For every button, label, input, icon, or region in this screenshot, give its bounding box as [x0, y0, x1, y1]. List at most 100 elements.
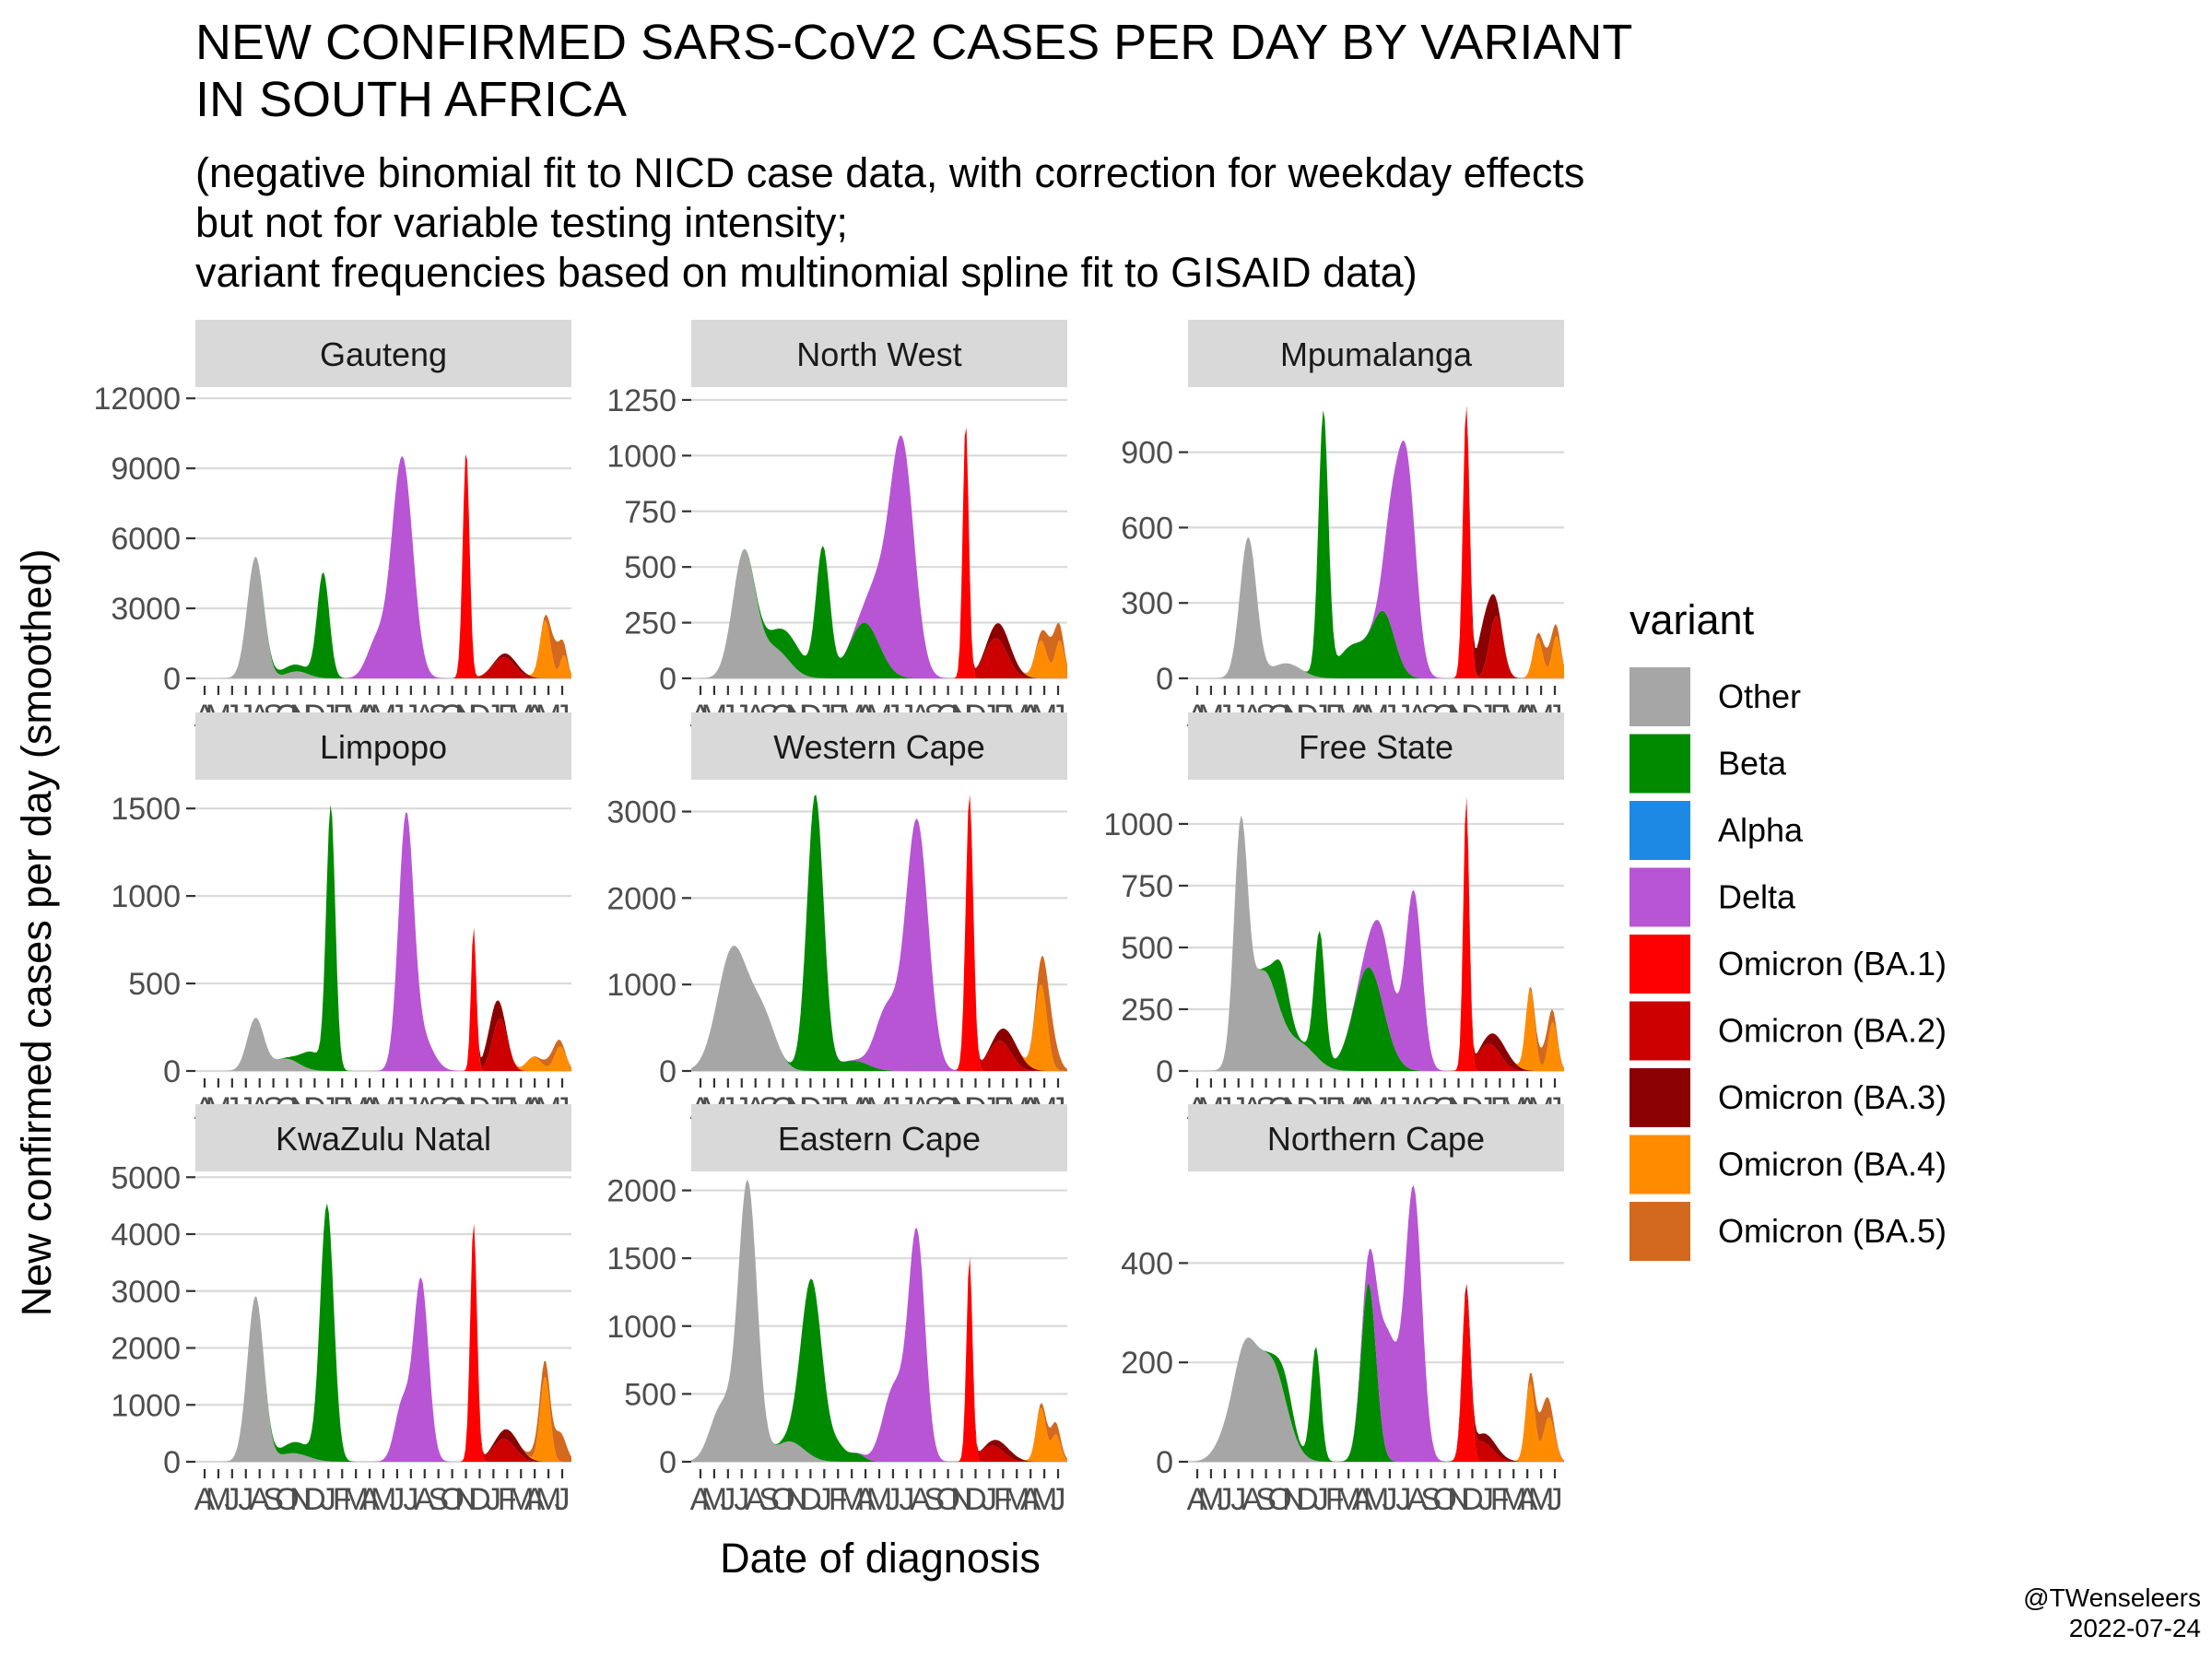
x-tick-label: J	[982, 1482, 997, 1517]
x-tick-label: M	[1004, 1482, 1030, 1517]
facet-panel: Eastern Cape0500100015002000AMJJASONDJFM…	[606, 1104, 1067, 1517]
x-tick-label: S	[1420, 1482, 1441, 1517]
x-tick-label: J	[899, 1482, 914, 1517]
area-beta	[1188, 816, 1564, 1071]
y-tick-label: 1000	[1103, 807, 1173, 842]
area-beta	[691, 546, 1067, 678]
x-tick-label: D	[303, 1482, 326, 1517]
y-tick-label: 250	[1121, 993, 1173, 1028]
y-tick-label: 750	[1121, 869, 1173, 904]
legend-key	[1630, 734, 1690, 794]
area-beta	[1188, 1283, 1564, 1462]
y-tick-label: 500	[624, 550, 677, 585]
facet-strip	[691, 320, 1067, 387]
y-tick-label: 1000	[606, 968, 677, 1003]
x-tick-label: J	[1547, 1482, 1563, 1517]
chart-subtitle: (negative binomial fit to NICD case data…	[195, 149, 1584, 296]
x-tick-label: O	[1432, 1482, 1456, 1517]
x-tick-label: F	[1325, 1482, 1345, 1517]
facet-strip-label: North West	[796, 335, 961, 373]
x-tick-label: J	[555, 1482, 571, 1517]
x-tick-label: A	[745, 1482, 766, 1517]
area-beta	[1188, 410, 1564, 678]
y-tick-label: 2000	[606, 1174, 677, 1209]
y-tick-label: 12000	[93, 382, 181, 417]
legend-key	[1630, 867, 1690, 927]
facet-strip-label: Eastern Cape	[778, 1120, 981, 1158]
x-tick-label: A	[1020, 1482, 1041, 1517]
y-tick-label: 4000	[111, 1218, 181, 1253]
facet-panel: Northern Cape0200400AMJJASONDJFMAMJJASON…	[1121, 1104, 1564, 1517]
legend-key	[1630, 1135, 1690, 1194]
x-tick-label: J	[1395, 1482, 1411, 1517]
x-tick-label: N	[454, 1482, 477, 1517]
y-tick-label: 3000	[606, 795, 677, 830]
facet-strip-label: Western Cape	[773, 728, 984, 766]
x-tick-label: F	[829, 1482, 848, 1517]
facet-panels: Gauteng030006000900012000AMJJASONDJFMAMJ…	[93, 320, 1564, 1517]
y-tick-label: 250	[624, 606, 677, 641]
area-ba1	[1188, 801, 1564, 1071]
x-tick-label: A	[1517, 1482, 1538, 1517]
caption-line: @TWenseleers	[2023, 1583, 2201, 1612]
y-tick-label: 0	[163, 662, 181, 697]
legend-label: Delta	[1718, 878, 1796, 916]
y-tick-label: 500	[1121, 931, 1173, 966]
area-ba1	[195, 1203, 571, 1462]
x-tick-label: O	[275, 1482, 299, 1517]
facet-panel: Mpumalanga0300600900AMJJASONDJFMAMJJASON…	[1121, 320, 1564, 734]
facet-strip-label: Free State	[1299, 728, 1453, 766]
facet-strip-label: Limpopo	[320, 728, 447, 766]
x-tick-label: M	[1031, 1482, 1057, 1517]
x-tick-label: J	[1217, 1482, 1232, 1517]
legend-label: Beta	[1718, 745, 1787, 782]
y-tick-label: 2000	[606, 881, 677, 916]
area-ba1	[1188, 408, 1564, 678]
x-tick-label: S	[263, 1482, 284, 1517]
facet-strip	[1188, 320, 1564, 387]
y-tick-label: 1500	[606, 1241, 677, 1277]
x-tick-label: F	[1490, 1482, 1510, 1517]
x-tick-label: J	[1478, 1482, 1494, 1517]
x-tick-label: O	[440, 1482, 464, 1517]
x-tick-label: A	[1187, 1482, 1208, 1517]
subtitle-line: but not for variable testing intensity;	[195, 199, 848, 246]
area-other	[1188, 1337, 1564, 1462]
y-tick-label: 1000	[111, 1388, 181, 1423]
x-tick-label: M	[535, 1482, 561, 1517]
legend-key	[1630, 1202, 1690, 1261]
area-ba4	[1188, 1185, 1564, 1462]
y-tick-label: 500	[624, 1377, 677, 1412]
x-tick-label: A	[1406, 1482, 1428, 1517]
title-line: NEW CONFIRMED SARS-CoV2 CASES PER DAY BY…	[195, 15, 1632, 70]
legend-key	[1630, 667, 1690, 726]
x-tick-label: A	[194, 1482, 216, 1517]
x-tick-label: O	[771, 1482, 794, 1517]
y-tick-label: 0	[1156, 1054, 1173, 1089]
x-tick-label: D	[799, 1482, 822, 1517]
area-ba4	[1188, 796, 1564, 1071]
x-tick-label: M	[343, 1482, 369, 1517]
legend-label: Omicron (BA.2)	[1718, 1012, 1947, 1050]
y-axis-title: New confirmed cases per day (smoothed)	[13, 549, 60, 1317]
y-tick-label: 0	[659, 1445, 677, 1480]
x-tick-label: J	[1230, 1482, 1246, 1517]
legend-label: Other	[1718, 677, 1801, 715]
facet-panel: Gauteng030006000900012000AMJJASONDJFMAMJ…	[93, 320, 571, 734]
facet-panel: North West025050075010001250AMJJASONDJFM…	[606, 320, 1067, 734]
area-ba1	[691, 1179, 1067, 1462]
facet-panel: Free State02505007501000AMJJASONDJFMAMJJ…	[1103, 712, 1564, 1126]
x-tick-label: N	[289, 1482, 312, 1517]
facet-strip	[1188, 1104, 1564, 1171]
x-tick-label: M	[1528, 1482, 1554, 1517]
x-tick-label: J	[224, 1482, 240, 1517]
x-tick-label: D	[468, 1482, 491, 1517]
x-tick-label: S	[428, 1482, 449, 1517]
x-tick-label: A	[414, 1482, 435, 1517]
legend-label: Omicron (BA.5)	[1718, 1212, 1947, 1250]
y-tick-label: 3000	[111, 1275, 181, 1310]
y-tick-label: 3000	[111, 592, 181, 627]
area-delta	[1188, 1185, 1564, 1462]
legend-key	[1630, 1001, 1690, 1061]
x-tick-label: O	[1267, 1482, 1291, 1517]
